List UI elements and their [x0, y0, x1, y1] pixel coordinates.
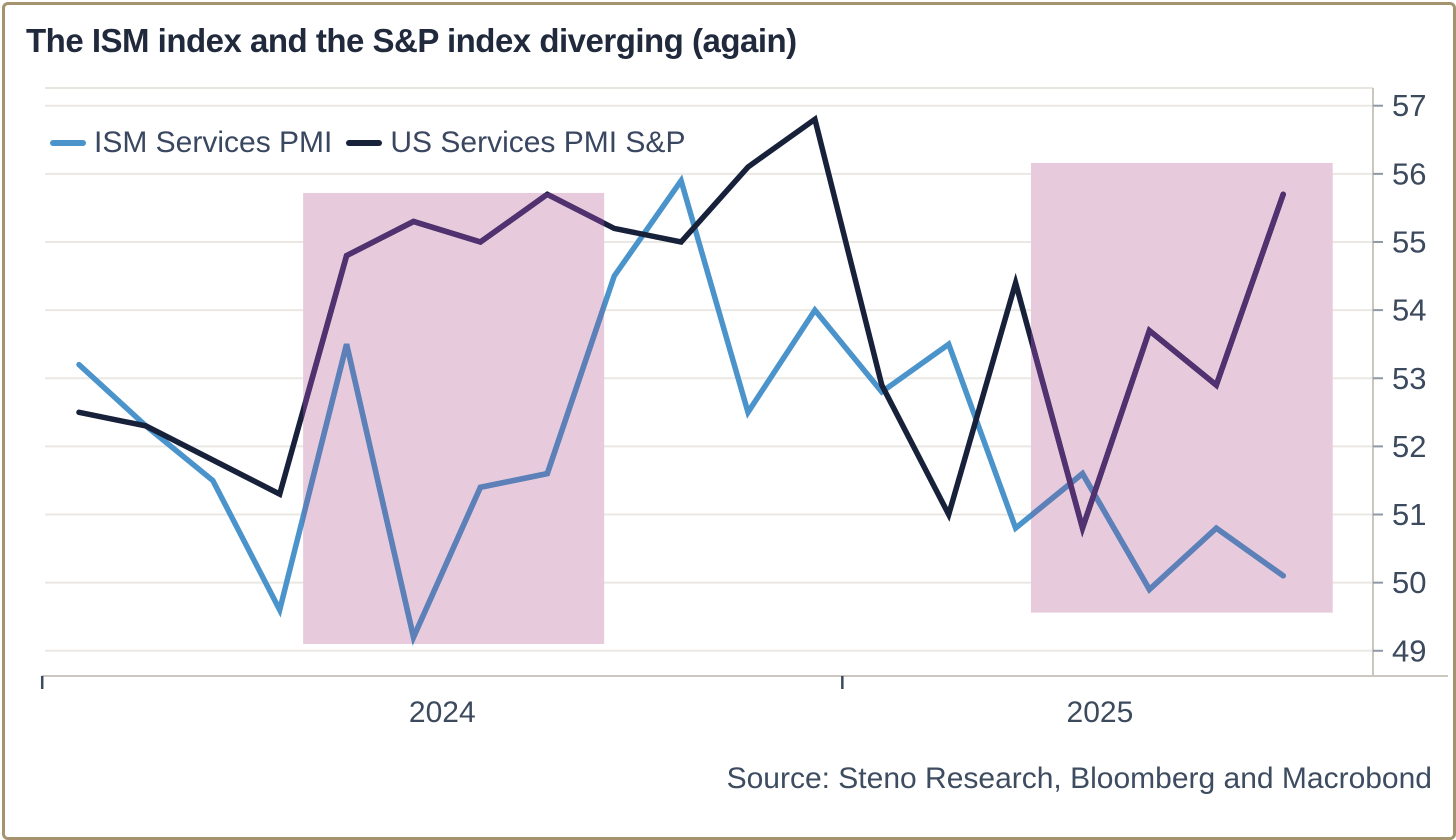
- y-tick-label-54: 54: [1392, 293, 1426, 328]
- highlight-band-2: [1030, 162, 1333, 613]
- x-year-label-2025: 2025: [1067, 696, 1134, 729]
- y-tick-label-50: 50: [1392, 565, 1426, 600]
- legend-label-sp: US Services PMI S&P: [390, 126, 686, 159]
- legend-swatch-sp: [346, 140, 383, 146]
- chart-title: The ISM index and the S&P index divergin…: [26, 22, 797, 59]
- x-year-label-2024: 2024: [409, 696, 476, 729]
- source-credit: Source: Steno Research, Bloomberg and Ma…: [726, 762, 1432, 795]
- y-tick-label-55: 55: [1392, 224, 1426, 259]
- legend-label-ism: ISM Services PMI: [94, 126, 333, 159]
- y-tick-label-56: 56: [1392, 156, 1426, 191]
- y-tick-label-52: 52: [1392, 429, 1426, 464]
- y-tick-label-53: 53: [1392, 361, 1426, 396]
- y-tick-label-51: 51: [1392, 497, 1426, 532]
- legend-swatch-ism: [50, 140, 86, 146]
- y-tick-label-57: 57: [1392, 88, 1426, 123]
- chart-legend: ISM Services PMI US Services PMI S&P: [50, 126, 699, 160]
- y-tick-label-49: 49: [1392, 633, 1426, 668]
- highlight-band-1: [303, 192, 605, 644]
